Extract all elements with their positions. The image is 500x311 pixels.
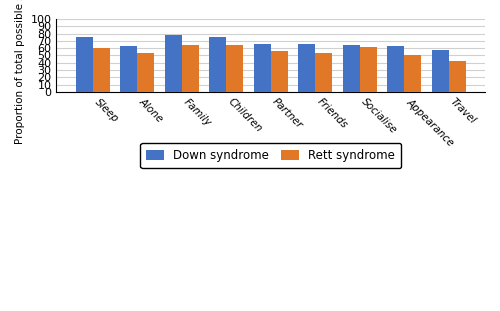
Bar xyxy=(93,48,110,92)
Bar xyxy=(298,44,315,92)
Bar xyxy=(138,53,154,92)
Bar xyxy=(360,48,376,92)
Y-axis label: Proportion of total possible scores: Proportion of total possible scores xyxy=(15,0,25,144)
Bar xyxy=(120,46,138,92)
Bar xyxy=(254,44,270,92)
Bar xyxy=(270,51,287,92)
Bar xyxy=(76,37,93,92)
Bar xyxy=(404,55,421,92)
X-axis label: Availability of time domains: Availability of time domains xyxy=(184,154,358,167)
Bar xyxy=(343,45,359,92)
Bar xyxy=(315,53,332,92)
Bar xyxy=(387,46,404,92)
Bar xyxy=(432,50,448,92)
Legend: Down syndrome, Rett syndrome: Down syndrome, Rett syndrome xyxy=(140,143,401,168)
Bar xyxy=(226,44,243,92)
Bar xyxy=(165,35,182,92)
Bar xyxy=(448,61,466,92)
Bar xyxy=(210,36,226,92)
Bar xyxy=(182,44,198,92)
